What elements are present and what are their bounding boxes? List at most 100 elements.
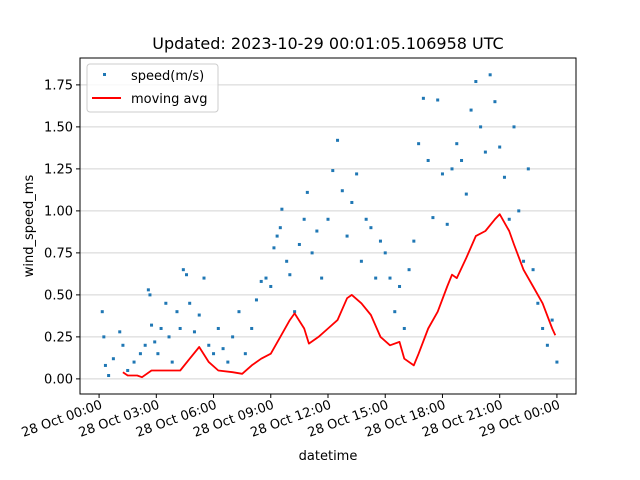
- scatter-point: [188, 301, 192, 305]
- scatter-point: [474, 80, 478, 84]
- scatter-point: [143, 343, 147, 347]
- scatter-point: [541, 326, 545, 330]
- chart-title: Updated: 2023-10-29 00:01:05.106958 UTC: [152, 34, 503, 53]
- scatter-point: [450, 167, 454, 171]
- scatter-point: [280, 207, 284, 211]
- scatter-point: [156, 352, 160, 356]
- scatter-point: [445, 222, 449, 226]
- scatter-point: [132, 360, 136, 364]
- scatter-point: [185, 273, 189, 277]
- scatter-point: [522, 259, 526, 263]
- plot-background: [80, 58, 576, 394]
- scatter-point: [302, 217, 306, 221]
- scatter-point: [331, 169, 335, 173]
- scatter-point: [421, 96, 425, 100]
- scatter-point: [502, 175, 506, 179]
- scatter-point: [192, 330, 196, 334]
- scatter-point: [393, 310, 397, 314]
- legend: speed(m/s) moving avg: [86, 63, 219, 113]
- scatter-point: [378, 239, 382, 243]
- scatter-point: [320, 276, 324, 280]
- scatter-point: [175, 310, 179, 314]
- y-tick-label: 1.25: [44, 162, 73, 177]
- scatter-point: [412, 239, 416, 243]
- x-axis-label: datetime: [299, 449, 358, 464]
- scatter-point: [507, 217, 511, 221]
- scatter-point: [293, 310, 297, 314]
- scatter-point: [118, 330, 122, 334]
- scatter-point: [402, 326, 406, 330]
- scatter-point: [100, 310, 104, 314]
- y-tick-label: 0.25: [44, 330, 73, 345]
- scatter-point: [103, 363, 107, 367]
- scatter-point: [148, 293, 152, 297]
- moving-avg-line: [122, 213, 557, 379]
- scatter-point: [305, 190, 309, 194]
- scatter-point: [531, 268, 535, 272]
- scatter-point: [138, 352, 142, 356]
- y-tick-label: 1.75: [44, 78, 73, 93]
- plot-area: [79, 57, 577, 395]
- scatter-point: [207, 343, 211, 347]
- scatter-point: [555, 360, 559, 364]
- scatter-point: [170, 360, 174, 364]
- scatter-point: [488, 73, 492, 77]
- scatter-point: [121, 343, 125, 347]
- scatter-point: [164, 301, 168, 305]
- scatter-point: [285, 259, 289, 263]
- scatter-series: [100, 73, 559, 378]
- y-axis: 0.00 0.25 0.50 0.75 1.00 1.25 1.50 1.75: [44, 78, 80, 387]
- scatter-point: [440, 172, 444, 176]
- scatter-point: [355, 172, 359, 176]
- scatter-point: [259, 279, 263, 283]
- moving-avg-series: [122, 213, 557, 379]
- scatter-point: [512, 125, 516, 129]
- legend-marker-speed: [103, 73, 106, 76]
- scatter-point: [364, 217, 368, 221]
- scatter-point: [310, 251, 314, 255]
- scatter-point: [146, 288, 150, 292]
- legend-label-speed: speed(m/s): [131, 69, 204, 84]
- y-tick-label: 0.00: [44, 372, 73, 387]
- scatter-point: [297, 242, 301, 246]
- scatter-point: [536, 301, 540, 305]
- scatter-point: [111, 357, 115, 361]
- scatter-point: [398, 284, 402, 288]
- scatter-point: [221, 347, 225, 351]
- scatter-point: [202, 276, 206, 280]
- scatter-point: [464, 192, 468, 196]
- scatter-point: [436, 98, 440, 102]
- scatter-point: [526, 167, 530, 171]
- scatter-point: [374, 276, 378, 280]
- scatter-point: [243, 352, 247, 356]
- scatter-point: [159, 326, 163, 330]
- y-tick-label: 0.75: [44, 246, 73, 261]
- scatter-point: [181, 268, 185, 272]
- scatter-point: [359, 259, 363, 263]
- scatter-point: [278, 226, 282, 230]
- scatter-point: [250, 326, 254, 330]
- scatter-point: [350, 200, 354, 204]
- legend-label-moving-avg: moving avg: [131, 92, 207, 107]
- scatter-point: [455, 142, 459, 146]
- scatter-point: [417, 142, 421, 146]
- scatter-point: [479, 125, 483, 129]
- scatter-point: [107, 374, 111, 378]
- scatter-point: [237, 310, 241, 314]
- scatter-point: [315, 229, 319, 233]
- scatter-point: [212, 352, 216, 356]
- y-tick-label: 1.50: [44, 120, 73, 135]
- scatter-point: [431, 216, 435, 220]
- scatter-point: [167, 335, 171, 339]
- scatter-point: [275, 234, 279, 238]
- scatter-point: [197, 313, 201, 317]
- scatter-point: [288, 273, 292, 277]
- scatter-point: [469, 108, 473, 112]
- legend-frame: [86, 63, 219, 113]
- scatter-point: [102, 335, 106, 339]
- scatter-point: [388, 276, 392, 280]
- scatter-point: [545, 343, 549, 347]
- scatter-point: [254, 298, 258, 302]
- scatter-point: [326, 217, 330, 221]
